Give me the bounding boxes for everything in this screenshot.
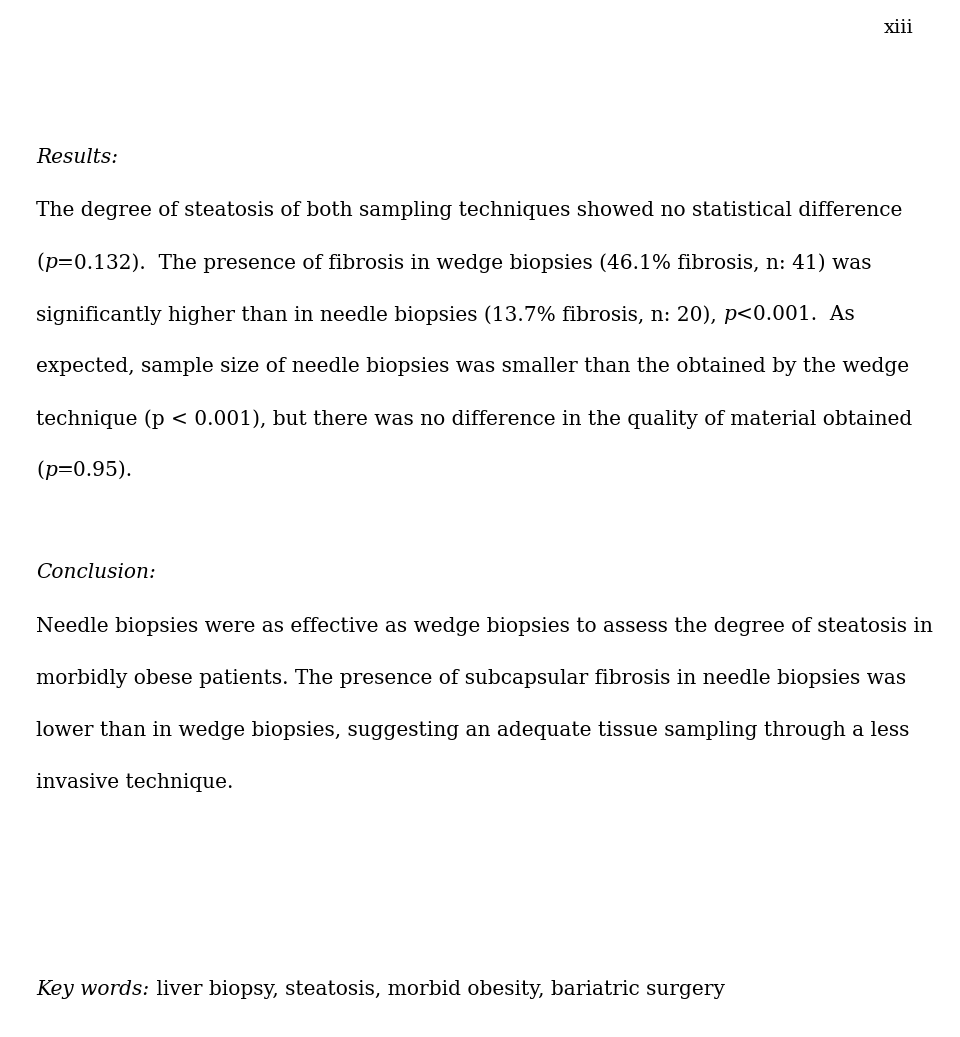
Text: p: p	[724, 305, 736, 324]
Text: =0.132).  The presence of fibrosis in wedge biopsies (46.1% fibrosis, n: 41) was: =0.132). The presence of fibrosis in wed…	[58, 253, 872, 273]
Text: morbidly obese patients. The presence of subcapsular fibrosis in needle biopsies: morbidly obese patients. The presence of…	[36, 669, 906, 688]
Text: p: p	[44, 253, 58, 272]
Text: Results:: Results:	[36, 148, 118, 167]
Text: The degree of steatosis of both sampling techniques showed no statistical differ: The degree of steatosis of both sampling…	[36, 201, 902, 220]
Text: expected, sample size of needle biopsies was smaller than the obtained by the we: expected, sample size of needle biopsies…	[36, 357, 910, 376]
Text: Needle biopsies were as effective as wedge biopsies to assess the degree of stea: Needle biopsies were as effective as wed…	[36, 617, 933, 636]
Text: lower than in wedge biopsies, suggesting an adequate tissue sampling through a l: lower than in wedge biopsies, suggesting…	[36, 721, 910, 740]
Text: (: (	[36, 253, 44, 272]
Text: significantly higher than in needle biopsies (13.7% fibrosis, n: 20),: significantly higher than in needle biop…	[36, 305, 724, 325]
Text: p: p	[44, 461, 58, 480]
Text: liver biopsy, steatosis, morbid obesity, bariatric surgery: liver biopsy, steatosis, morbid obesity,…	[150, 980, 725, 999]
Text: xiii: xiii	[884, 19, 914, 36]
Text: =0.95).: =0.95).	[58, 461, 133, 480]
Text: Key words:: Key words:	[36, 980, 150, 999]
Text: <0.001.  As: <0.001. As	[736, 305, 855, 324]
Text: invasive technique.: invasive technique.	[36, 773, 234, 792]
Text: (: (	[36, 461, 44, 480]
Text: technique (p < 0.001), but there was no difference in the quality of material ob: technique (p < 0.001), but there was no …	[36, 409, 913, 428]
Text: Conclusion:: Conclusion:	[36, 563, 156, 582]
